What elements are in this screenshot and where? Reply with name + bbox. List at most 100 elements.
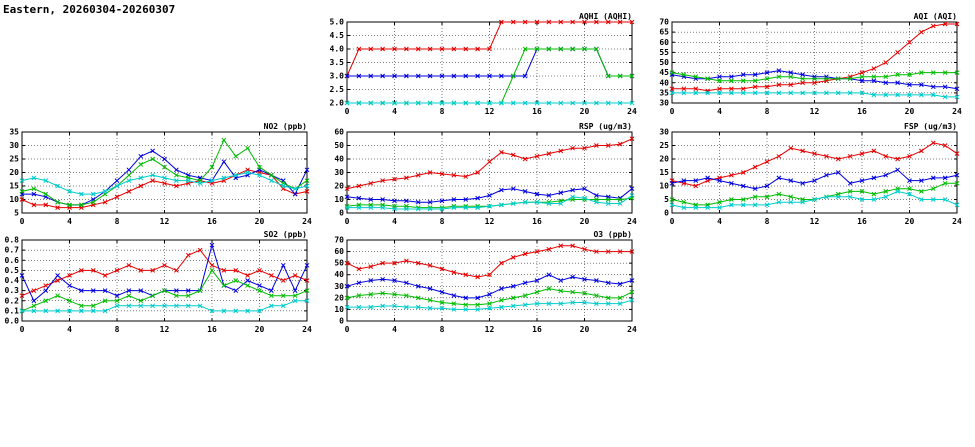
- svg-text:30: 30: [334, 282, 344, 291]
- svg-text:8: 8: [440, 325, 445, 334]
- chart-no2-canvas: 5 10 15 20 25 30 35 0 4 8 12 16 20 24: [9, 128, 312, 227]
- svg-text:20: 20: [334, 182, 344, 191]
- svg-text:16: 16: [207, 217, 217, 226]
- svg-text:60: 60: [334, 247, 344, 256]
- chart-aqi: AQI (AQI) 30 35 40 45 50 55 60 65 70 0 4 8 12 16 20 24: [650, 12, 963, 117]
- chart-so2-title: SO2 (ppb): [263, 230, 307, 239]
- svg-text:0.3: 0.3: [5, 286, 20, 295]
- svg-text:5: 5: [664, 195, 669, 204]
- svg-text:12: 12: [810, 107, 820, 116]
- svg-text:0: 0: [670, 107, 675, 116]
- svg-text:25: 25: [659, 141, 669, 150]
- svg-text:0: 0: [670, 217, 675, 226]
- svg-text:4.0: 4.0: [330, 45, 345, 54]
- svg-text:4: 4: [67, 325, 72, 334]
- svg-text:70: 70: [334, 236, 344, 245]
- chart-fsp: FSP (ug/m3) 0 5 10 15 20 25 30 0 4 8 12 16 20 24: [650, 122, 963, 227]
- svg-text:3.5: 3.5: [330, 58, 345, 67]
- svg-text:0.0: 0.0: [5, 317, 20, 326]
- svg-text:30: 30: [9, 141, 19, 150]
- svg-text:12: 12: [485, 107, 495, 116]
- chart-o3-canvas: 0 10 20 30 40 50 60 70 0 4 8 12 16 20 24: [334, 236, 637, 335]
- chart-fsp-title: FSP (ug/m3): [904, 122, 957, 131]
- svg-text:8: 8: [115, 325, 120, 334]
- svg-text:0: 0: [20, 325, 25, 334]
- svg-text:4: 4: [392, 107, 397, 116]
- svg-text:12: 12: [160, 217, 170, 226]
- svg-text:2.0: 2.0: [330, 99, 345, 108]
- svg-text:12: 12: [810, 217, 820, 226]
- svg-text:0: 0: [345, 107, 350, 116]
- chart-aqi-title: AQI (AQI): [913, 12, 957, 21]
- chart-fsp-canvas: 0 5 10 15 20 25 30 0 4 8 12 16 20 24: [659, 128, 962, 227]
- svg-text:0.6: 0.6: [5, 256, 20, 265]
- svg-text:10: 10: [334, 305, 344, 314]
- svg-text:24: 24: [302, 217, 312, 226]
- svg-text:20: 20: [9, 168, 19, 177]
- svg-text:0.1: 0.1: [5, 306, 20, 315]
- svg-text:35: 35: [9, 128, 19, 137]
- svg-text:0.4: 0.4: [5, 276, 20, 285]
- svg-text:4.5: 4.5: [330, 31, 345, 40]
- svg-text:20: 20: [905, 217, 915, 226]
- svg-text:8: 8: [115, 217, 120, 226]
- svg-text:20: 20: [580, 107, 590, 116]
- page-title: Eastern, 20260304-20260307: [3, 3, 176, 16]
- svg-text:30: 30: [659, 99, 669, 108]
- svg-text:12: 12: [485, 325, 495, 334]
- svg-text:5: 5: [14, 209, 19, 218]
- svg-text:40: 40: [659, 78, 669, 87]
- svg-text:0.5: 0.5: [5, 266, 20, 275]
- svg-text:4: 4: [67, 217, 72, 226]
- svg-text:30: 30: [334, 168, 344, 177]
- svg-text:20: 20: [659, 155, 669, 164]
- svg-text:20: 20: [905, 107, 915, 116]
- svg-text:16: 16: [857, 107, 867, 116]
- svg-text:40: 40: [334, 155, 344, 164]
- svg-text:16: 16: [532, 217, 542, 226]
- svg-text:24: 24: [952, 107, 962, 116]
- svg-text:12: 12: [485, 217, 495, 226]
- chart-so2: SO2 (ppb) 0.0 0.1 0.2 0.3 0.4 0.5 0.6 0.7 0.8 0 4 8…: [0, 230, 313, 335]
- svg-text:10: 10: [9, 195, 19, 204]
- chart-aqhi-canvas: 2.0 2.5 3.0 3.5 4.0 4.5 5.0 0 4 8 12 16 20 24: [330, 18, 637, 117]
- svg-text:40: 40: [334, 270, 344, 279]
- svg-text:20: 20: [334, 293, 344, 302]
- svg-text:12: 12: [160, 325, 170, 334]
- svg-text:8: 8: [440, 217, 445, 226]
- chart-no2-title: NO2 (ppb): [263, 122, 307, 131]
- chart-rsp: RSP (ug/m3) 0 10 20 30 40 50 60 0 4 8 12 16 20 24: [325, 122, 638, 227]
- svg-text:0.8: 0.8: [5, 236, 20, 245]
- svg-text:20: 20: [255, 325, 265, 334]
- svg-text:15: 15: [9, 182, 19, 191]
- svg-text:16: 16: [207, 325, 217, 334]
- svg-text:20: 20: [580, 217, 590, 226]
- svg-text:0: 0: [20, 217, 25, 226]
- chart-rsp-canvas: 0 10 20 30 40 50 60 0 4 8 12 16 20 24: [334, 128, 637, 227]
- svg-text:8: 8: [765, 217, 770, 226]
- svg-text:65: 65: [659, 28, 669, 37]
- svg-text:5.0: 5.0: [330, 18, 345, 27]
- chart-no2: NO2 (ppb) 5 10 15 20 25 30 35 0 4 8 12 16 20 24: [0, 122, 313, 227]
- svg-text:20: 20: [255, 217, 265, 226]
- svg-text:45: 45: [659, 68, 669, 77]
- svg-text:0.7: 0.7: [5, 246, 20, 255]
- svg-text:3.0: 3.0: [330, 72, 345, 81]
- svg-text:4: 4: [717, 107, 722, 116]
- svg-text:0: 0: [664, 209, 669, 218]
- svg-text:8: 8: [440, 107, 445, 116]
- svg-text:50: 50: [334, 259, 344, 268]
- svg-text:30: 30: [659, 128, 669, 137]
- svg-text:0: 0: [345, 325, 350, 334]
- chart-aqhi: AQHI (AQHI) 2.0 2.5 3.0 3.5 4.0 4.5 5.0 0 4 8 12 16…: [325, 12, 638, 117]
- svg-text:24: 24: [627, 107, 637, 116]
- svg-text:55: 55: [659, 48, 669, 57]
- svg-text:50: 50: [659, 58, 669, 67]
- svg-text:10: 10: [334, 195, 344, 204]
- svg-text:16: 16: [857, 217, 867, 226]
- chart-aqhi-title: AQHI (AQHI): [579, 12, 632, 21]
- svg-text:24: 24: [302, 325, 312, 334]
- chart-rsp-title: RSP (ug/m3): [579, 122, 632, 131]
- svg-text:20: 20: [580, 325, 590, 334]
- svg-text:8: 8: [765, 107, 770, 116]
